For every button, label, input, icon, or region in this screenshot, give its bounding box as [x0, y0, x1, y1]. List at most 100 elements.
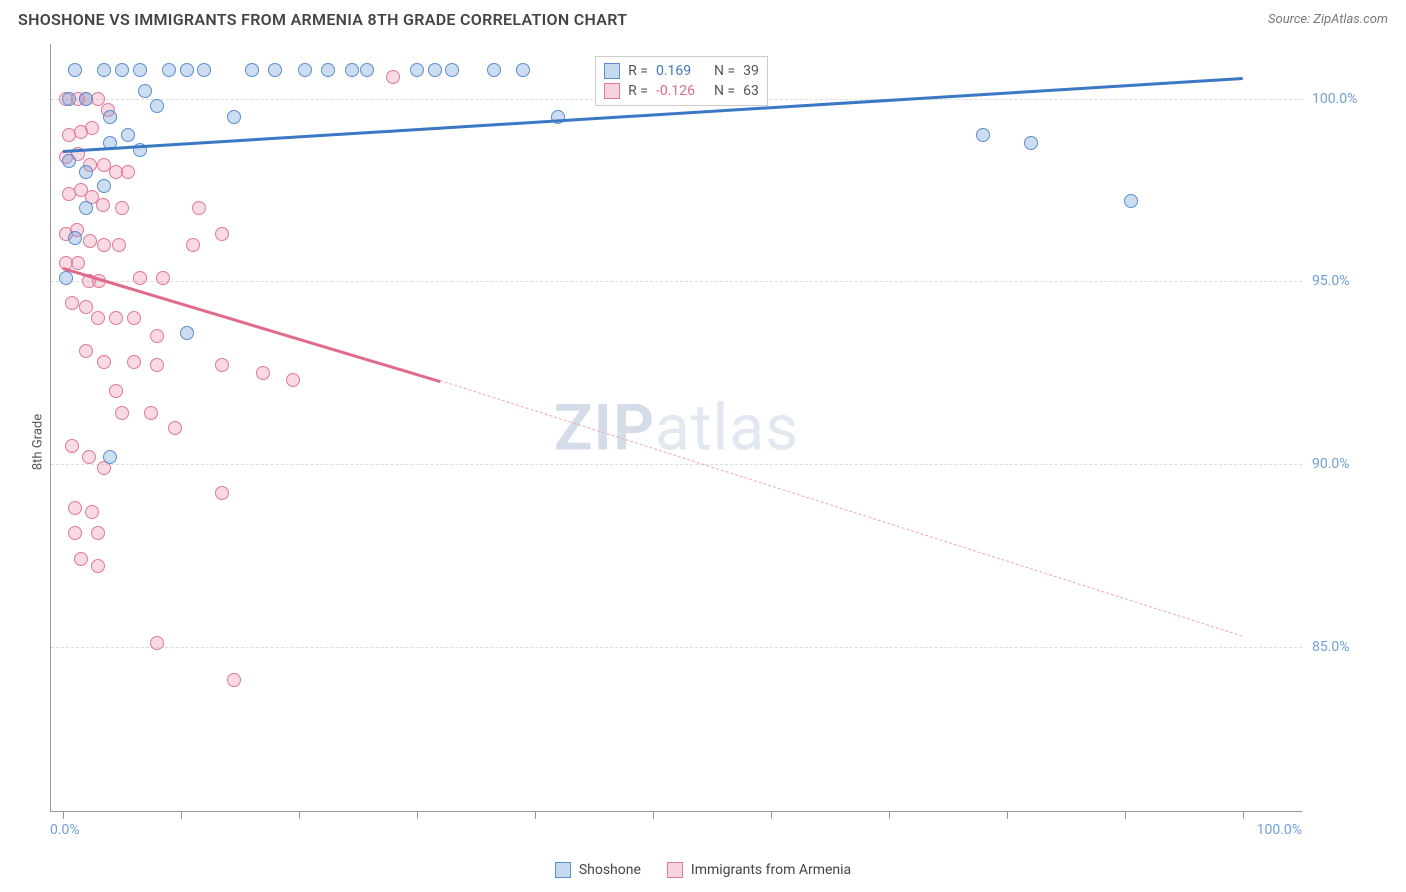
marker-series-a — [62, 92, 76, 106]
marker-series-b — [82, 450, 96, 464]
marker-series-b — [286, 373, 300, 387]
marker-series-b — [109, 384, 123, 398]
marker-series-a — [976, 128, 990, 142]
x-tick — [535, 811, 536, 819]
marker-series-a — [79, 201, 93, 215]
marker-series-a — [103, 450, 117, 464]
marker-series-a — [227, 110, 241, 124]
marker-series-b — [91, 526, 105, 540]
marker-series-b — [115, 201, 129, 215]
r-value: 0.169 — [656, 63, 706, 79]
marker-series-b — [156, 271, 170, 285]
marker-series-b — [144, 406, 158, 420]
n-label: N = — [714, 83, 735, 99]
x-tick — [1243, 811, 1244, 819]
stats-row: R =-0.126N =63 — [604, 81, 759, 101]
marker-series-b — [386, 70, 400, 84]
marker-series-b — [192, 201, 206, 215]
marker-series-b — [215, 227, 229, 241]
marker-series-b — [127, 311, 141, 325]
marker-series-b — [97, 238, 111, 252]
chart-header: SHOSHONE VS IMMIGRANTS FROM ARMENIA 8TH … — [0, 0, 1406, 35]
marker-series-b — [85, 505, 99, 519]
marker-series-a — [138, 84, 152, 98]
marker-series-a — [79, 92, 93, 106]
marker-series-b — [83, 234, 97, 248]
source-label: Source: ZipAtlas.com — [1268, 12, 1388, 27]
marker-series-a — [115, 63, 129, 77]
legend-label: Shoshone — [579, 862, 641, 878]
marker-series-a — [59, 271, 73, 285]
x-min-label: 0.0% — [50, 822, 80, 838]
marker-series-a — [97, 63, 111, 77]
marker-series-b — [79, 344, 93, 358]
marker-series-a — [62, 154, 76, 168]
marker-series-b — [150, 329, 164, 343]
marker-series-a — [103, 110, 117, 124]
marker-series-b — [133, 271, 147, 285]
marker-series-b — [121, 165, 135, 179]
x-tick — [417, 811, 418, 819]
marker-series-b — [109, 311, 123, 325]
legend-swatch — [604, 83, 620, 99]
marker-series-b — [186, 238, 200, 252]
legend-item: Shoshone — [555, 862, 641, 878]
x-tick — [889, 811, 890, 819]
marker-series-b — [215, 486, 229, 500]
trend-line — [440, 380, 1243, 637]
gridline — [51, 281, 1302, 282]
r-label: R = — [628, 83, 648, 99]
marker-series-a — [121, 128, 135, 142]
marker-series-b — [127, 355, 141, 369]
x-max-label: 100.0% — [1257, 822, 1302, 838]
marker-series-b — [79, 300, 93, 314]
marker-series-b — [96, 198, 110, 212]
n-label: N = — [714, 63, 735, 79]
marker-series-b — [256, 366, 270, 380]
marker-series-b — [215, 358, 229, 372]
marker-series-b — [71, 256, 85, 270]
marker-series-b — [65, 439, 79, 453]
marker-series-b — [150, 636, 164, 650]
marker-series-a — [321, 63, 335, 77]
marker-series-b — [91, 559, 105, 573]
chart-title: SHOSHONE VS IMMIGRANTS FROM ARMENIA 8TH … — [18, 10, 627, 29]
marker-series-b — [168, 421, 182, 435]
marker-series-a — [1024, 136, 1038, 150]
marker-series-a — [345, 63, 359, 77]
x-tick — [299, 811, 300, 819]
x-tick — [771, 811, 772, 819]
y-tick-label: 90.0% — [1312, 456, 1382, 472]
marker-series-a — [245, 63, 259, 77]
marker-series-b — [68, 526, 82, 540]
y-tick-label: 85.0% — [1312, 639, 1382, 655]
stats-box: R =0.169N =39R =-0.126N =63 — [595, 56, 768, 106]
y-tick-label: 95.0% — [1312, 273, 1382, 289]
x-tick — [181, 811, 182, 819]
gridline — [51, 464, 1302, 465]
legend: Shoshone Immigrants from Armenia — [0, 862, 1406, 878]
marker-series-b — [150, 358, 164, 372]
marker-series-b — [115, 406, 129, 420]
marker-series-a — [410, 63, 424, 77]
gridline — [51, 647, 1302, 648]
marker-series-b — [65, 296, 79, 310]
marker-series-a — [445, 63, 459, 77]
marker-series-a — [298, 63, 312, 77]
r-value: -0.126 — [656, 83, 706, 99]
x-axis-labels: 0.0% 100.0% — [50, 822, 1302, 838]
marker-series-a — [68, 231, 82, 245]
legend-swatch — [604, 63, 620, 79]
marker-series-a — [133, 63, 147, 77]
marker-series-b — [91, 311, 105, 325]
marker-series-a — [150, 99, 164, 113]
marker-series-a — [197, 63, 211, 77]
marker-series-a — [180, 63, 194, 77]
marker-series-a — [68, 63, 82, 77]
marker-series-a — [79, 165, 93, 179]
legend-label: Immigrants from Armenia — [691, 862, 851, 878]
legend-swatch — [555, 862, 571, 878]
legend-swatch — [667, 862, 683, 878]
x-tick — [1007, 811, 1008, 819]
marker-series-b — [85, 121, 99, 135]
